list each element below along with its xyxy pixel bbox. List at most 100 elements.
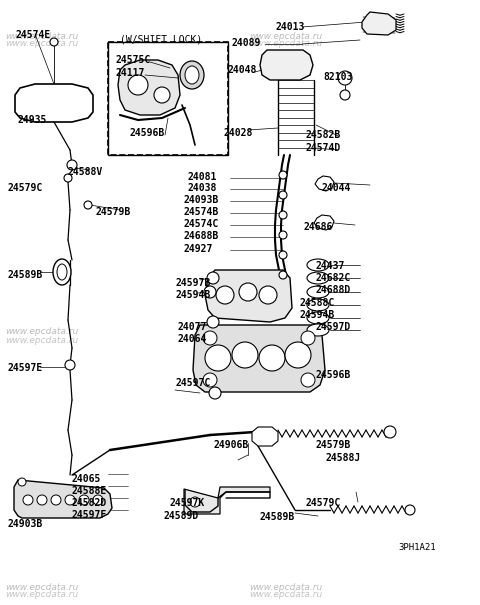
Text: 24594B: 24594B xyxy=(300,310,335,320)
Circle shape xyxy=(190,497,200,507)
Text: 24927: 24927 xyxy=(183,244,212,254)
Circle shape xyxy=(209,387,221,399)
Text: 24588V: 24588V xyxy=(68,167,103,177)
Text: 24935: 24935 xyxy=(18,115,48,125)
Circle shape xyxy=(285,342,311,368)
Text: 24117: 24117 xyxy=(115,68,144,78)
Text: www.epcdata.ru: www.epcdata.ru xyxy=(250,583,323,592)
Circle shape xyxy=(204,286,216,298)
Ellipse shape xyxy=(307,286,329,298)
Text: 24589B: 24589B xyxy=(260,512,295,522)
Text: 24597F: 24597F xyxy=(72,510,107,520)
Circle shape xyxy=(207,272,219,284)
Circle shape xyxy=(79,495,89,505)
Circle shape xyxy=(301,331,315,345)
Text: 3PH1A21: 3PH1A21 xyxy=(398,543,436,552)
Circle shape xyxy=(18,478,26,486)
Circle shape xyxy=(50,38,58,46)
Ellipse shape xyxy=(307,312,329,324)
Circle shape xyxy=(279,211,287,219)
Polygon shape xyxy=(314,215,334,230)
Ellipse shape xyxy=(53,259,71,285)
Ellipse shape xyxy=(307,259,329,271)
Polygon shape xyxy=(315,176,334,191)
Text: 24579B: 24579B xyxy=(315,440,350,450)
Text: 24013: 24013 xyxy=(276,22,305,32)
Text: www.epcdata.ru: www.epcdata.ru xyxy=(5,39,78,48)
Text: 24574E: 24574E xyxy=(15,30,50,40)
Text: www.epcdata.ru: www.epcdata.ru xyxy=(5,336,78,345)
Circle shape xyxy=(23,495,33,505)
Text: 24596B: 24596B xyxy=(315,370,350,380)
Circle shape xyxy=(64,174,72,182)
Text: www.epcdata.ru: www.epcdata.ru xyxy=(250,39,323,48)
Text: 24588J: 24588J xyxy=(325,453,360,463)
Text: 24597C: 24597C xyxy=(175,378,210,388)
Text: 24682C: 24682C xyxy=(315,273,350,283)
Text: 24065: 24065 xyxy=(72,474,101,484)
Circle shape xyxy=(279,171,287,179)
Bar xyxy=(108,42,228,155)
Circle shape xyxy=(203,331,217,345)
Polygon shape xyxy=(205,270,292,322)
Polygon shape xyxy=(15,84,93,122)
Text: 24579C: 24579C xyxy=(305,498,340,508)
Circle shape xyxy=(279,251,287,259)
Text: 24589D: 24589D xyxy=(163,511,198,521)
Ellipse shape xyxy=(180,61,204,89)
Text: 24048: 24048 xyxy=(228,65,257,75)
Text: 24903B: 24903B xyxy=(8,519,43,529)
Circle shape xyxy=(207,316,219,328)
Circle shape xyxy=(203,373,217,387)
Text: 24596B: 24596B xyxy=(130,128,165,138)
Circle shape xyxy=(232,342,258,368)
Polygon shape xyxy=(362,12,396,35)
Ellipse shape xyxy=(185,66,199,84)
Circle shape xyxy=(279,271,287,279)
Text: 24686: 24686 xyxy=(303,222,332,232)
Circle shape xyxy=(67,160,77,170)
Ellipse shape xyxy=(57,264,67,280)
Text: 82103: 82103 xyxy=(323,72,352,82)
Text: 24437: 24437 xyxy=(315,261,344,271)
Text: 24093B: 24093B xyxy=(183,195,218,205)
Text: 24597B: 24597B xyxy=(175,278,210,288)
Text: 24688B: 24688B xyxy=(183,231,218,241)
Circle shape xyxy=(279,191,287,199)
Circle shape xyxy=(259,286,277,304)
Text: 24589B: 24589B xyxy=(8,270,43,280)
Text: www.epcdata.ru: www.epcdata.ru xyxy=(5,590,78,599)
Text: 24575C: 24575C xyxy=(115,55,150,65)
Text: 24582B: 24582B xyxy=(306,130,341,140)
Text: www.epcdata.ru: www.epcdata.ru xyxy=(5,327,78,336)
Circle shape xyxy=(340,90,350,100)
Circle shape xyxy=(239,283,257,301)
Ellipse shape xyxy=(307,324,329,336)
Text: 24588C: 24588C xyxy=(300,298,335,308)
Ellipse shape xyxy=(307,299,329,311)
Text: 24077: 24077 xyxy=(178,322,207,332)
Bar xyxy=(108,42,228,155)
Text: 24688D: 24688D xyxy=(315,285,350,295)
Text: 24906B: 24906B xyxy=(213,440,248,450)
Circle shape xyxy=(338,71,352,85)
Text: 24597D: 24597D xyxy=(315,322,350,332)
Text: 24038: 24038 xyxy=(188,183,217,193)
Text: 24089: 24089 xyxy=(232,38,262,48)
Polygon shape xyxy=(184,487,270,514)
Ellipse shape xyxy=(307,272,329,284)
Text: www.epcdata.ru: www.epcdata.ru xyxy=(250,32,323,41)
Text: www.epcdata.ru: www.epcdata.ru xyxy=(250,327,323,336)
Circle shape xyxy=(65,360,75,370)
Text: 24597K: 24597K xyxy=(170,498,205,508)
Text: 24574B: 24574B xyxy=(183,207,218,217)
Circle shape xyxy=(405,505,415,515)
Circle shape xyxy=(37,495,47,505)
Circle shape xyxy=(51,495,61,505)
Text: 24044: 24044 xyxy=(322,183,351,193)
Polygon shape xyxy=(193,325,325,392)
Polygon shape xyxy=(14,480,112,518)
Text: www.epcdata.ru: www.epcdata.ru xyxy=(5,583,78,592)
Text: (W/SHIFT LOCK): (W/SHIFT LOCK) xyxy=(120,35,202,45)
Text: 24582D: 24582D xyxy=(72,498,107,508)
